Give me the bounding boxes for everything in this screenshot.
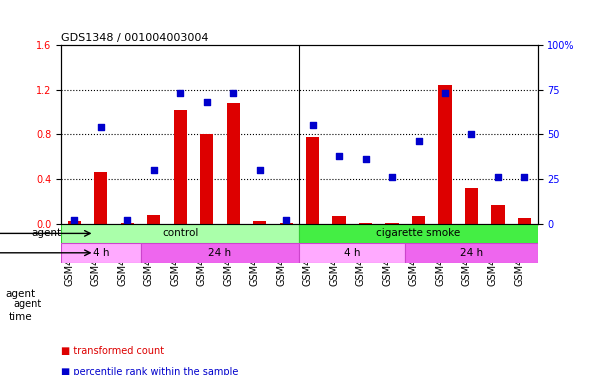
Bar bbox=[518, 218, 531, 224]
Point bbox=[467, 131, 477, 137]
Text: agent: agent bbox=[31, 228, 61, 238]
Point bbox=[122, 217, 132, 223]
FancyBboxPatch shape bbox=[61, 224, 299, 243]
Text: agent: agent bbox=[5, 290, 35, 299]
Text: control: control bbox=[162, 228, 199, 238]
Point bbox=[149, 167, 159, 173]
Text: agent: agent bbox=[13, 299, 42, 309]
FancyBboxPatch shape bbox=[299, 224, 538, 243]
Bar bbox=[174, 110, 187, 224]
Text: 4 h: 4 h bbox=[92, 248, 109, 258]
Bar bbox=[120, 223, 134, 224]
Point bbox=[360, 156, 370, 162]
Text: cigarette smoke: cigarette smoke bbox=[376, 228, 461, 238]
Bar bbox=[412, 216, 425, 224]
Text: 4 h: 4 h bbox=[344, 248, 360, 258]
Point bbox=[175, 90, 185, 96]
Point bbox=[255, 167, 265, 173]
Bar bbox=[68, 222, 81, 224]
Point bbox=[387, 174, 397, 180]
Bar bbox=[332, 216, 346, 224]
Text: time: time bbox=[9, 312, 32, 322]
Point bbox=[202, 99, 211, 105]
Point bbox=[308, 122, 318, 128]
Bar bbox=[94, 172, 108, 224]
Point bbox=[229, 90, 238, 96]
Text: ■ transformed count: ■ transformed count bbox=[61, 346, 164, 356]
Bar bbox=[491, 205, 505, 224]
Text: ■ percentile rank within the sample: ■ percentile rank within the sample bbox=[61, 367, 238, 375]
Text: GDS1348 / 001004003004: GDS1348 / 001004003004 bbox=[61, 33, 208, 43]
Bar bbox=[147, 215, 160, 224]
FancyBboxPatch shape bbox=[141, 243, 299, 262]
Bar bbox=[227, 103, 240, 224]
FancyBboxPatch shape bbox=[299, 243, 405, 262]
FancyBboxPatch shape bbox=[405, 243, 538, 262]
Point bbox=[519, 174, 529, 180]
Bar bbox=[279, 223, 293, 224]
Bar bbox=[200, 134, 213, 224]
Point bbox=[70, 217, 79, 223]
Point bbox=[414, 138, 423, 144]
Bar bbox=[386, 223, 398, 224]
Bar bbox=[306, 136, 319, 224]
Point bbox=[440, 90, 450, 96]
Text: 24 h: 24 h bbox=[208, 248, 232, 258]
Bar bbox=[359, 223, 372, 224]
Bar bbox=[438, 85, 452, 224]
Bar bbox=[465, 188, 478, 224]
FancyBboxPatch shape bbox=[61, 243, 141, 262]
Point bbox=[96, 124, 106, 130]
Text: 24 h: 24 h bbox=[460, 248, 483, 258]
Point bbox=[493, 174, 503, 180]
Point bbox=[281, 217, 291, 223]
Point bbox=[334, 153, 344, 159]
Bar bbox=[253, 222, 266, 224]
